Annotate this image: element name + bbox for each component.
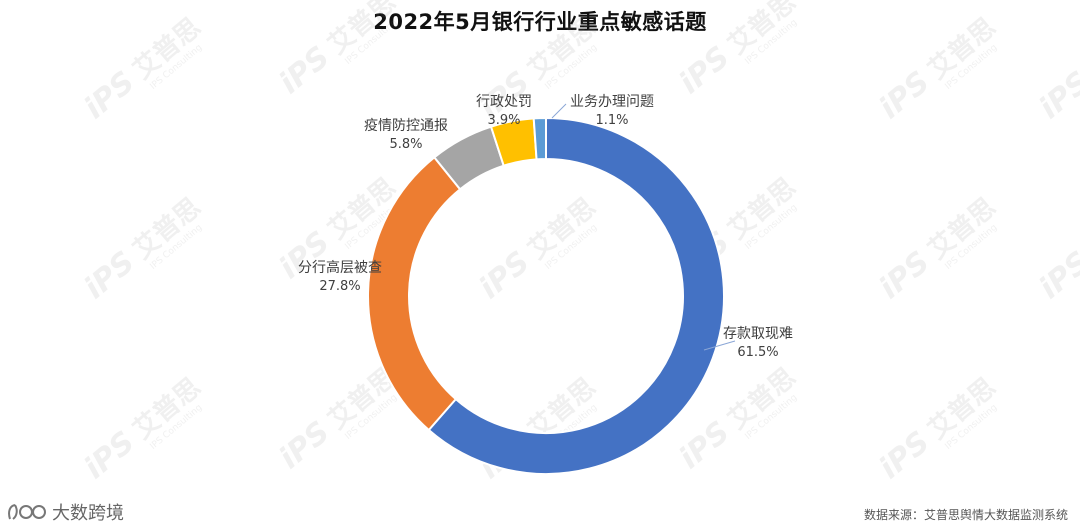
category-label: 分行高层被查 <box>298 259 382 276</box>
svg-text:iPS: iPS <box>673 40 737 101</box>
svg-text:iPS: iPS <box>78 425 142 486</box>
logo-text: 大数跨境 <box>52 503 124 524</box>
svg-text:iPS: iPS <box>1033 65 1080 126</box>
label-leader-line <box>703 340 736 351</box>
category-label: 存款取现难 <box>723 326 793 342</box>
svg-text:iPS: iPS <box>273 225 337 286</box>
svg-text:iPS: iPS <box>78 245 142 306</box>
svg-text:iPS: iPS <box>873 425 937 486</box>
value-label: 3.9% <box>487 113 520 128</box>
value-label: 5.8% <box>389 137 422 152</box>
category-label: 疫情防控通报 <box>364 118 448 134</box>
chart-title: 2022年5月银行行业重点敏感话题 <box>373 10 707 34</box>
value-label: 61.5% <box>737 345 778 360</box>
logo: 大数跨境 <box>6 499 124 525</box>
svg-text:iPS: iPS <box>78 65 142 126</box>
svg-text:iPS: iPS <box>673 415 737 476</box>
svg-text:iPS: iPS <box>273 415 337 476</box>
svg-text:iPS: iPS <box>273 40 337 101</box>
svg-text:iPS: iPS <box>473 245 537 306</box>
category-label: 行政处罚 <box>476 94 532 110</box>
label-leader-line <box>551 103 567 119</box>
svg-text:iPS: iPS <box>873 65 937 126</box>
svg-text:iPS: iPS <box>873 245 937 306</box>
donut-slice <box>427 116 725 475</box>
svg-text:iPS: iPS <box>1033 245 1080 306</box>
category-label: 业务办理问题 <box>570 94 654 110</box>
logo-icon <box>8 504 46 520</box>
value-label: 1.1% <box>595 113 628 128</box>
value-label: 27.8% <box>319 279 360 294</box>
source-note: 数据来源：艾普思舆情大数据监测系统 <box>863 508 1068 522</box>
donut-slice <box>532 116 547 161</box>
